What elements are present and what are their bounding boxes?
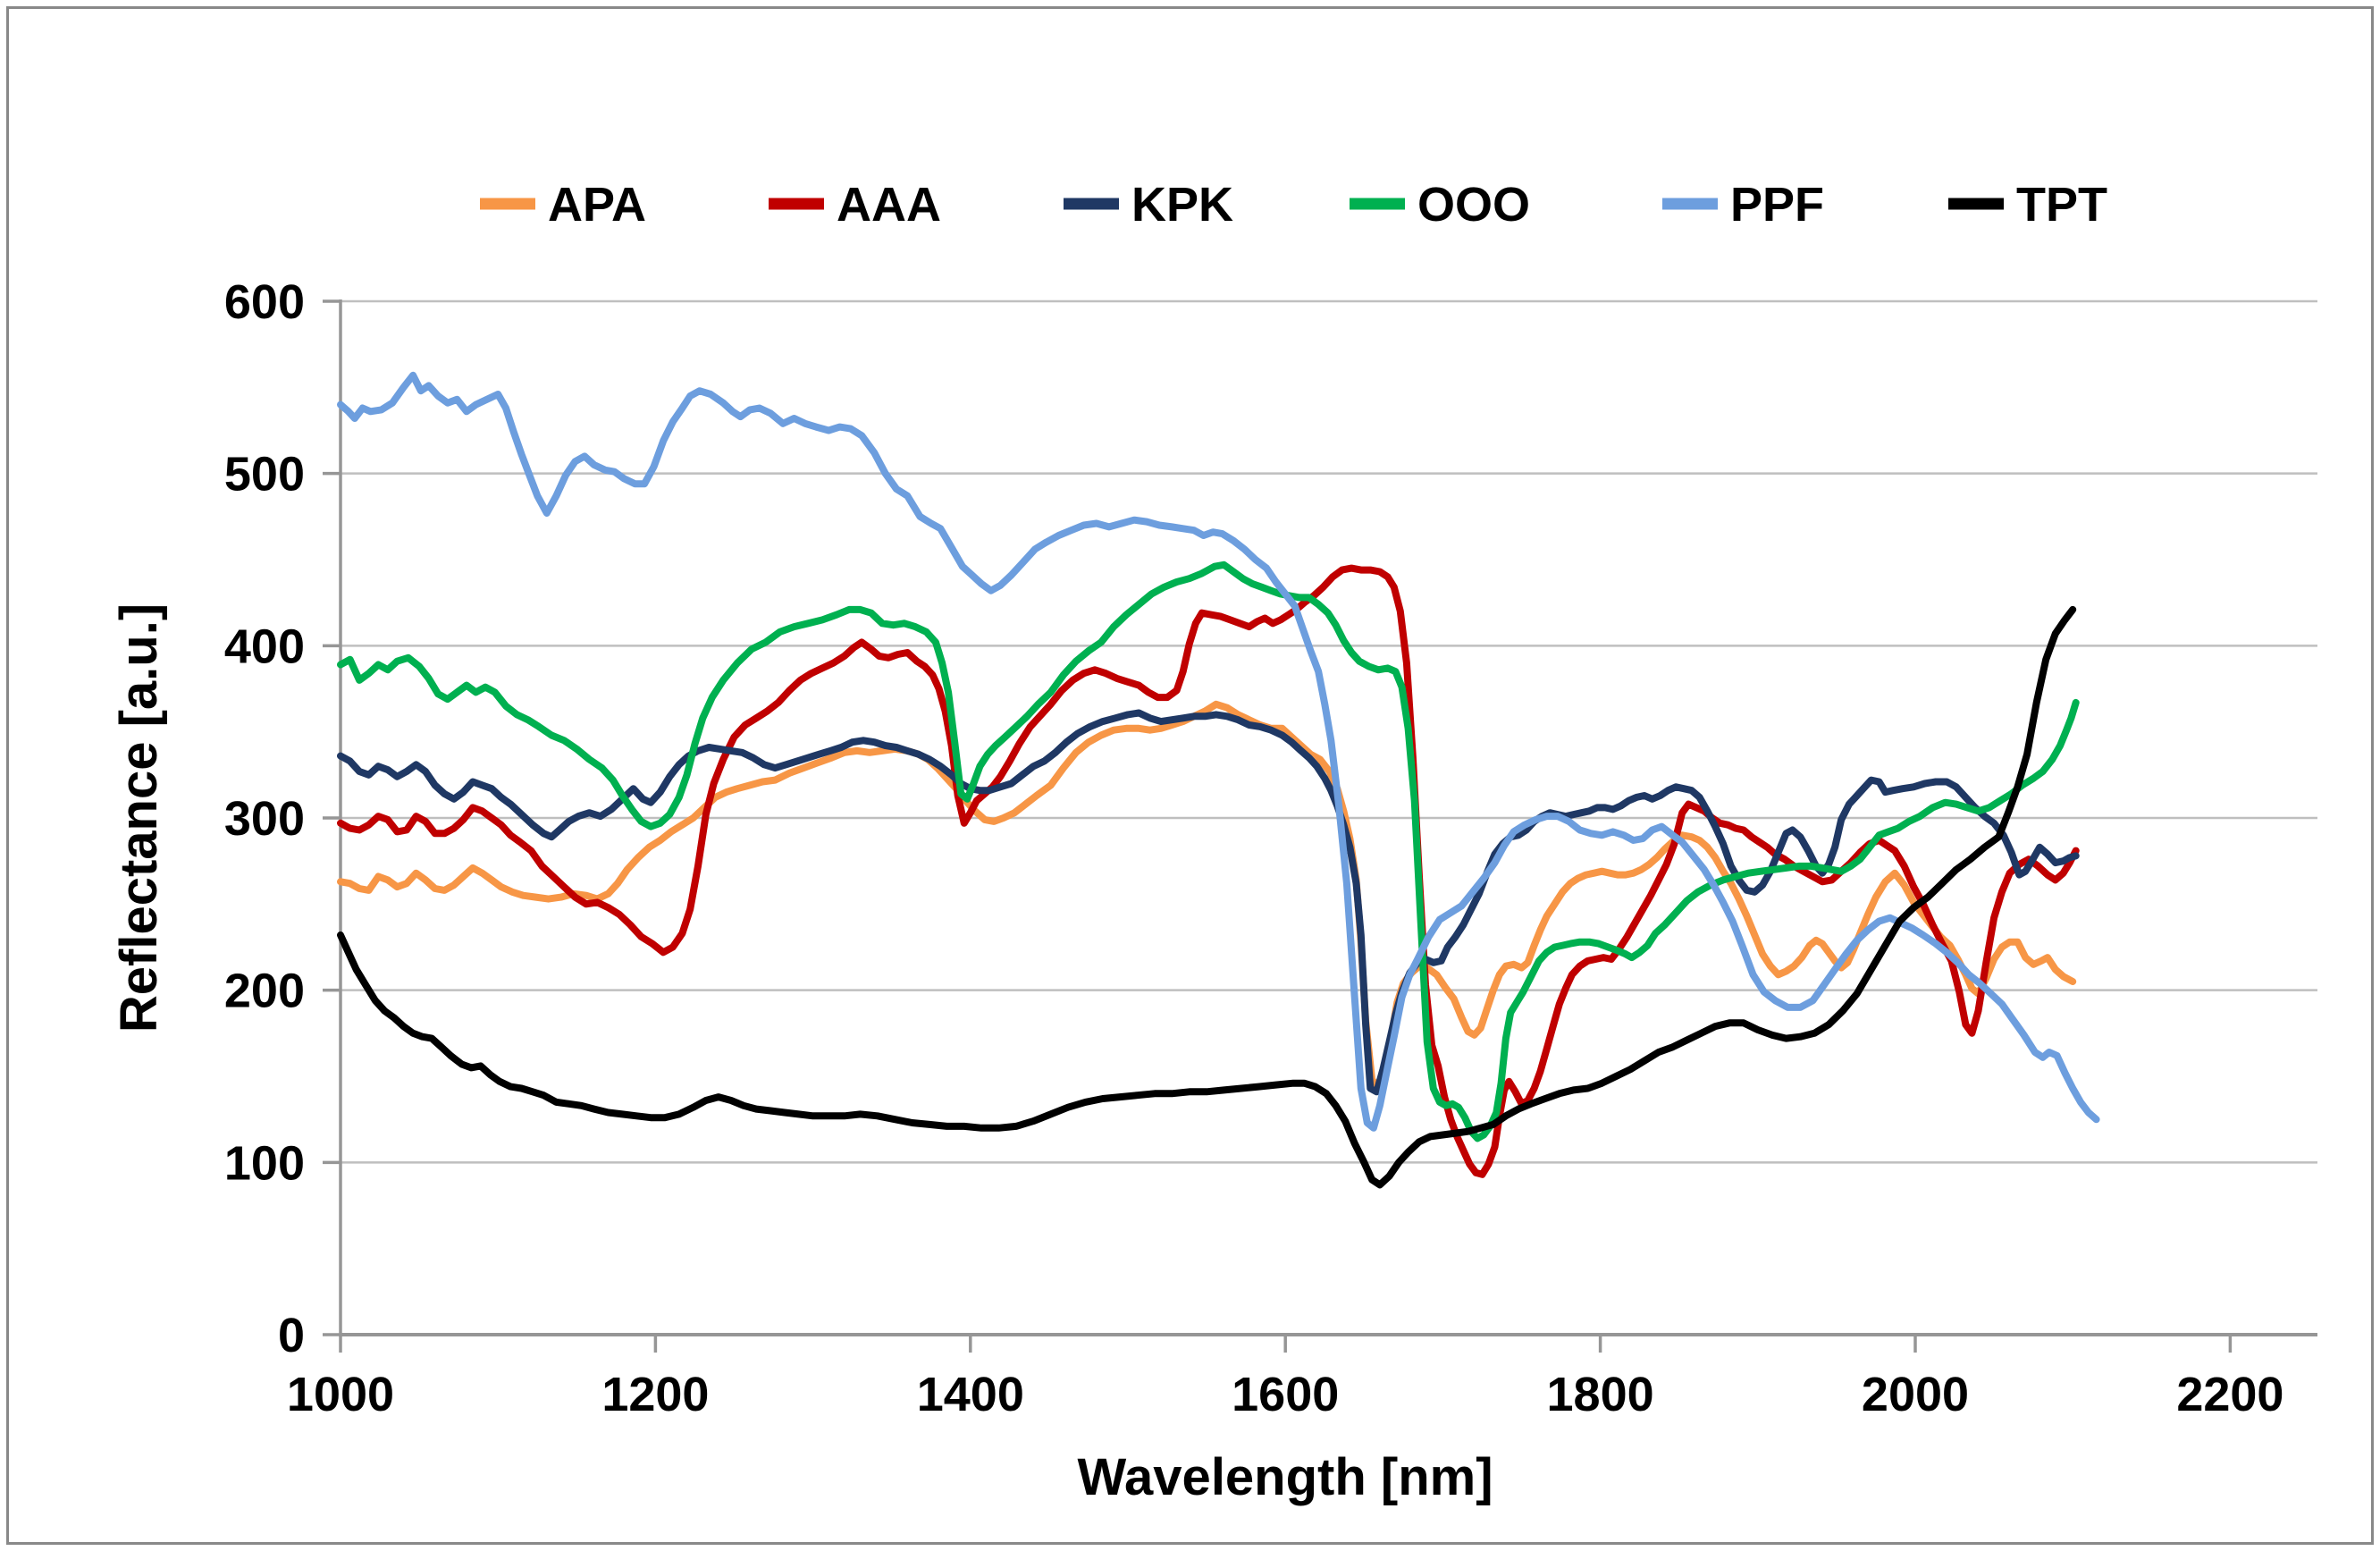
y-tick-label-600: 600 bbox=[224, 275, 305, 329]
series-line-OOO bbox=[337, 561, 2080, 1142]
y-tick-label-0: 0 bbox=[278, 1309, 305, 1362]
legend-label-APA: APA bbox=[548, 178, 646, 232]
x-tick-label-2200: 2200 bbox=[2176, 1368, 2283, 1421]
legend-item-APA: APA bbox=[480, 178, 646, 232]
x-tick-label-1200: 1200 bbox=[601, 1368, 709, 1421]
legend-label-KPK: KPK bbox=[1131, 178, 1233, 232]
y-axis-title: Reflectance [a.u.] bbox=[110, 603, 168, 1033]
legend-label-AAA: AAA bbox=[837, 178, 941, 232]
x-tick-label-1400: 1400 bbox=[917, 1368, 1024, 1421]
x-axis-title: Wavelength [nm] bbox=[1077, 1448, 1493, 1506]
y-tick-label-200: 200 bbox=[224, 965, 305, 1018]
legend-item-PPF: PPF bbox=[1662, 178, 1824, 232]
x-tick-label-1000: 1000 bbox=[287, 1368, 394, 1421]
x-tick-label-2000: 2000 bbox=[1862, 1368, 1969, 1421]
series-line-APA bbox=[337, 700, 2077, 1091]
series-line-AAA bbox=[337, 564, 2080, 1178]
y-tick-label-300: 300 bbox=[224, 792, 305, 846]
y-tick-label-500: 500 bbox=[224, 448, 305, 502]
legend-item-AAA: AAA bbox=[769, 178, 941, 232]
legend-label-TPT: TPT bbox=[2016, 178, 2107, 232]
series-line-TPT bbox=[337, 605, 2077, 1189]
legend: APA AAA KPK OOO PPF TPT bbox=[480, 178, 2107, 232]
series-lines bbox=[337, 371, 2100, 1189]
axes bbox=[323, 299, 2317, 1353]
y-tick-label-400: 400 bbox=[224, 620, 305, 673]
y-tick-label-100: 100 bbox=[224, 1136, 305, 1190]
x-tick-label-1800: 1800 bbox=[1547, 1368, 1654, 1421]
x-tick-label-1600: 1600 bbox=[1232, 1368, 1339, 1421]
tick-labels: 0 100 200 300 400 500 600 1000 1200 1400 1600 1800 2… bbox=[224, 275, 2284, 1421]
legend-label-PPF: PPF bbox=[1730, 178, 1824, 232]
legend-item-KPK: KPK bbox=[1064, 178, 1233, 232]
legend-label-OOO: OOO bbox=[1417, 178, 1530, 232]
series-line-PPF bbox=[337, 371, 2100, 1132]
legend-item-OOO: OOO bbox=[1350, 178, 1530, 232]
legend-item-TPT: TPT bbox=[1948, 178, 2107, 232]
